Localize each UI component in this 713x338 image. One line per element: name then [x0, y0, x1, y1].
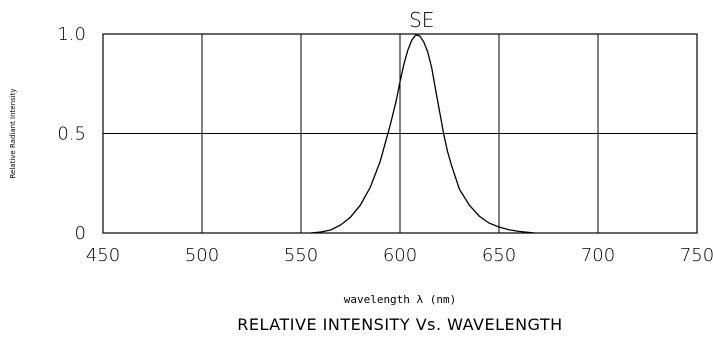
x-tick-label: 650 — [482, 245, 516, 266]
x-tick-label: 750 — [680, 245, 713, 266]
x-tick-label: 450 — [86, 245, 120, 266]
y-tick-labels: 0 0.5 1.0 — [57, 24, 86, 244]
chart-title: SE — [409, 8, 434, 32]
y-tick-label: 1.0 — [57, 24, 86, 45]
x-tick-label: 600 — [383, 245, 417, 266]
spectrum-curve — [310, 34, 535, 234]
x-tick-labels: 450 500 550 600 650 700 750 — [86, 245, 713, 266]
x-axis-label: wavelength λ (nm) — [344, 293, 457, 306]
y-tick-label: 0 — [75, 223, 86, 244]
plot-frame — [102, 33, 698, 234]
x-tick-label: 550 — [284, 245, 318, 266]
x-tick-label: 700 — [581, 245, 615, 266]
chart-caption: RELATIVE INTENSITY Vs. WAVELENGTH — [237, 315, 562, 334]
y-tick-label: 0.5 — [57, 124, 86, 145]
grid — [103, 34, 697, 233]
y-axis-label: Relative Radiant Intensity — [9, 88, 17, 178]
x-tick-label: 500 — [185, 245, 219, 266]
